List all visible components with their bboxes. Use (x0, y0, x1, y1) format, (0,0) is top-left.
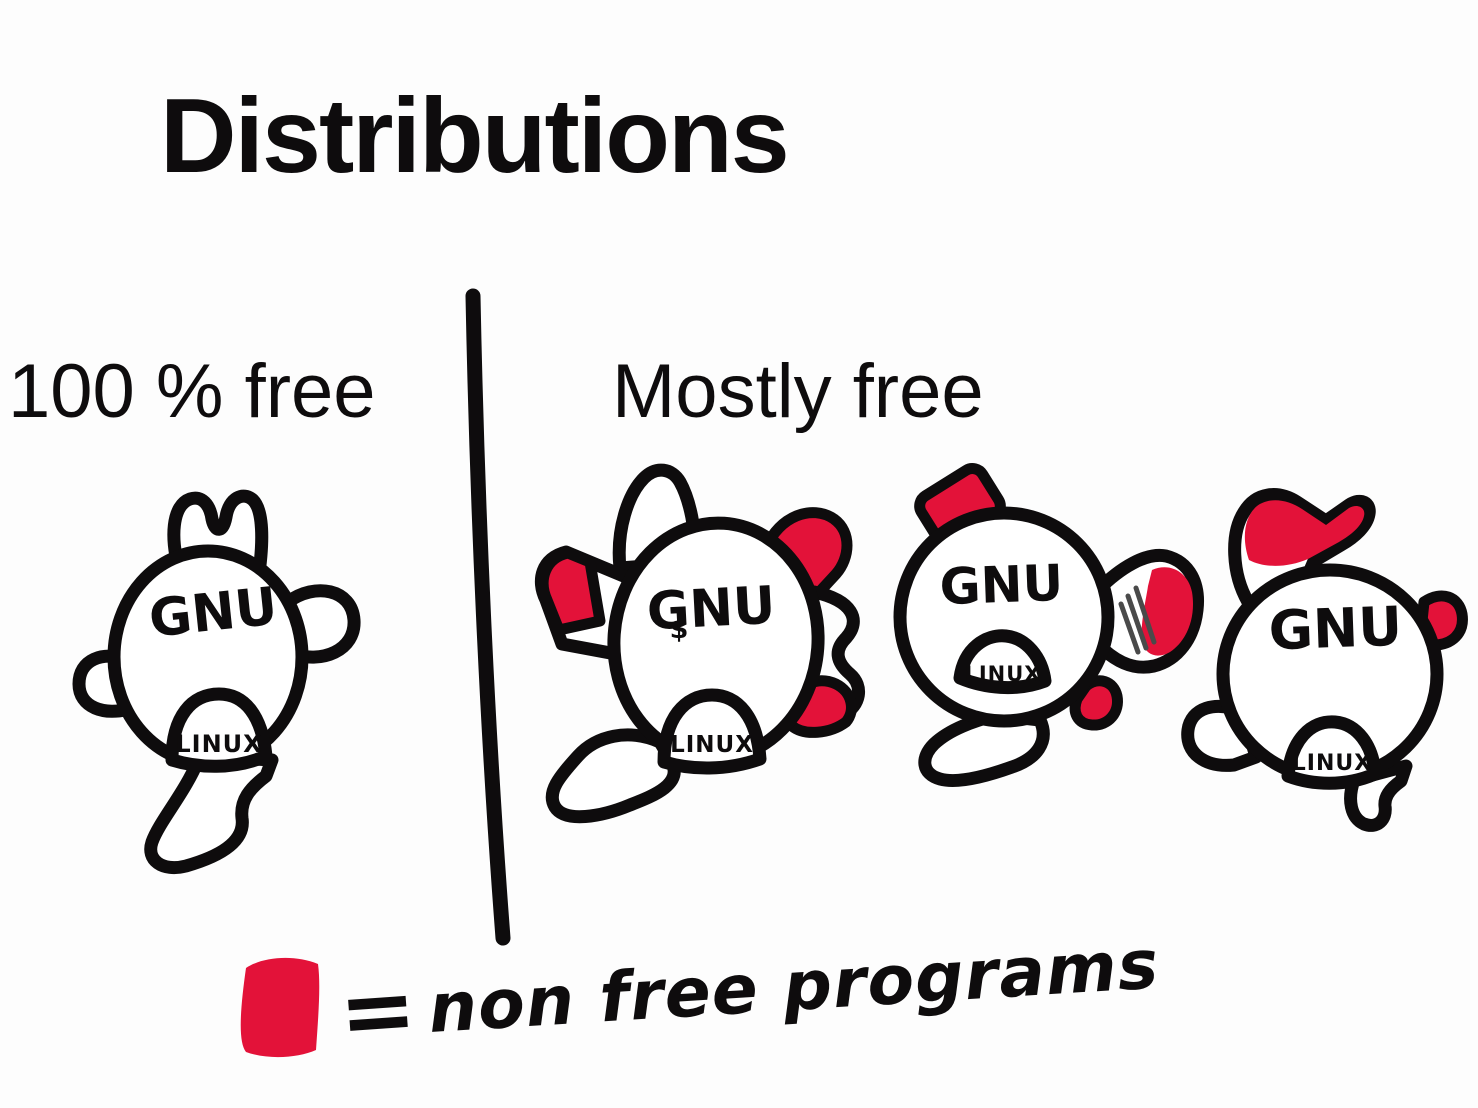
right-squiggle (807, 585, 865, 721)
creature-mostly-free-3: GNU LINUX (1181, 488, 1468, 832)
base-dome (953, 629, 1052, 695)
head-label: GNU (146, 577, 280, 650)
foot (918, 708, 1050, 788)
base-dome (165, 687, 273, 773)
head-dollar-mark: $ (670, 614, 689, 645)
base-label: LINUX (175, 730, 262, 758)
creature-mostly-free-2: GNU LINUX (893, 463, 1205, 788)
head-label: GNU (645, 576, 776, 643)
section-divider (465, 288, 511, 946)
right-section-label: Mostly free (612, 349, 984, 434)
base-label: LINUX (1292, 751, 1372, 776)
lower-red-drop (1069, 675, 1123, 731)
legend-red-swatch (240, 957, 320, 1058)
head-circle (893, 506, 1115, 728)
base-dome (657, 688, 767, 775)
base-label: LINUX (964, 662, 1041, 686)
creature-fully-free: GNU LINUX (72, 489, 361, 874)
legend-label: non free programs (426, 925, 1161, 1049)
legend-equals-sign: = (336, 955, 420, 1067)
head-label: GNU (1268, 595, 1403, 663)
foot (144, 749, 279, 874)
page-title: Distributions (160, 77, 788, 195)
legend: = non free programs (240, 925, 1161, 1067)
foot (545, 728, 681, 824)
left-arm-red-patch (537, 547, 606, 636)
base-dome (1281, 715, 1382, 790)
boot-hatching (1118, 585, 1157, 655)
left-section-label: 100 % free (8, 349, 376, 434)
top-horn-red-patch (1244, 500, 1365, 566)
creature-mostly-free-1: GNU $ LINUX (534, 463, 865, 824)
base-label: LINUX (670, 732, 754, 758)
head-label: GNU (939, 554, 1064, 616)
boot-red-patch (1141, 567, 1194, 656)
